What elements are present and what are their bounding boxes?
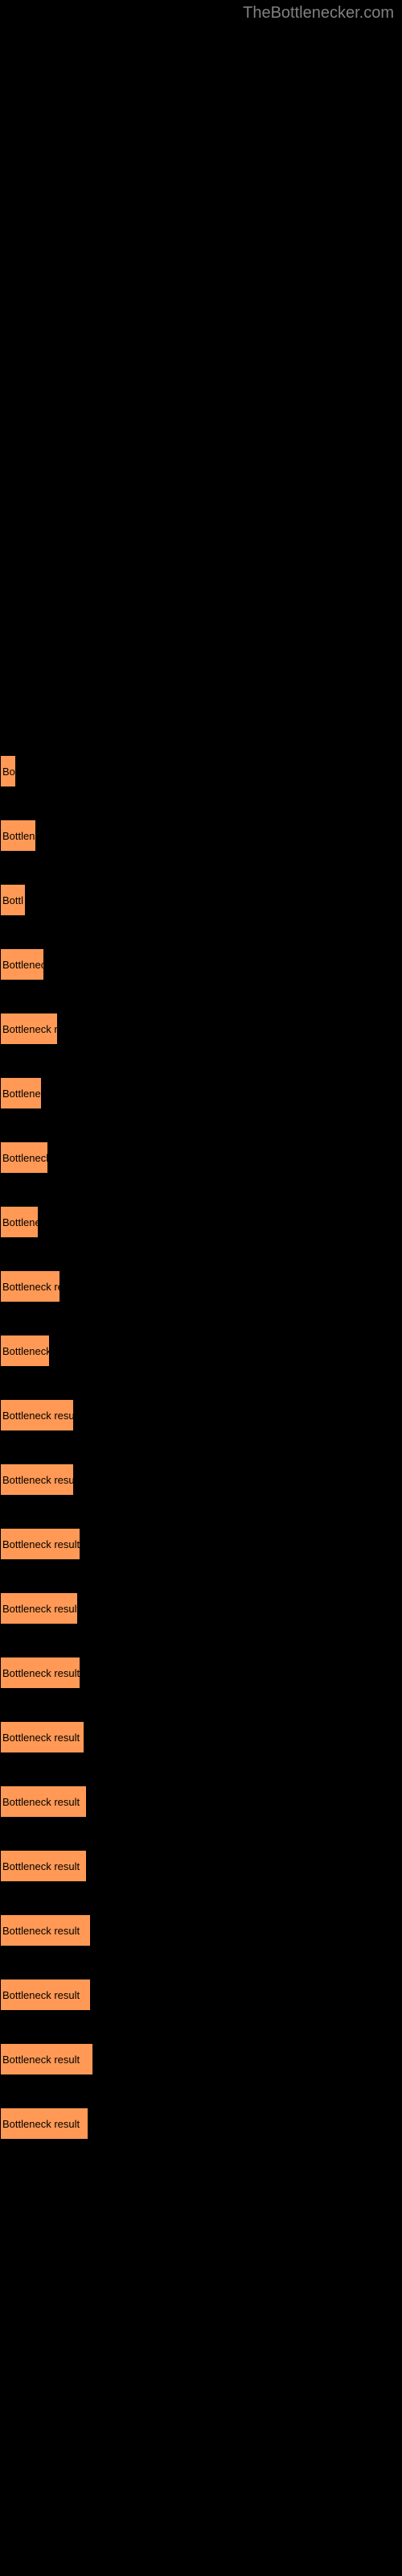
bar-label: Bottleneck result — [2, 1989, 80, 2001]
bar-row: Bottleneck result — [0, 1576, 402, 1641]
bar-row: Bottleneck result — [0, 1383, 402, 1447]
bar-row: Bottlenec — [0, 1061, 402, 1125]
bar-label: Bottleneck result — [2, 1925, 80, 1937]
chart-bar: Bottleneck result — [0, 1399, 74, 1431]
chart-bar: Bottleneck result — [0, 1785, 87, 1818]
bar-label: Bottlene — [2, 1216, 38, 1228]
chart-bar: Bottleneck result — [0, 1979, 91, 2011]
chart-bar: Bottleneck — [0, 948, 44, 980]
chart-bar: Bottlenec — [0, 1077, 42, 1109]
bar-row: Bottleneck — [0, 1125, 402, 1190]
chart-bar: Bottleneck result — [0, 1850, 87, 1882]
chart-bar: Bottl — [0, 884, 26, 916]
bar-row: Bottleneck result — [0, 1898, 402, 1963]
chart-bar: Bottleneck result — [0, 2043, 93, 2075]
bar-row: Bottleneck result — [0, 1963, 402, 2027]
bar-label: Bottleneck result — [2, 1732, 80, 1744]
bar-row: Bo — [0, 739, 402, 803]
bar-row: Bottleneck result — [0, 1834, 402, 1898]
bar-row: Bottlene — [0, 803, 402, 868]
chart-bar: Bottlene — [0, 819, 36, 852]
bar-label: Bottleneck re — [2, 1023, 57, 1035]
bar-row: Bottleneck result — [0, 1641, 402, 1705]
bar-label: Bottleneck result — [2, 1860, 80, 1872]
chart-bar: Bottleneck result — [0, 2107, 88, 2140]
bar-row: Bottleneck result — [0, 1769, 402, 1834]
chart-bar: Bottleneck result — [0, 1721, 84, 1753]
bar-row: Bottleneck result — [0, 2091, 402, 2156]
bar-label: Bottleneck — [2, 1152, 47, 1164]
bar-row: Bottleneck — [0, 1319, 402, 1383]
bar-label: Bo — [2, 766, 15, 778]
bar-label: Bottleneck result — [2, 1603, 77, 1615]
bar-label: Bottleneck re — [2, 1281, 59, 1293]
bar-label: Bottleneck result — [2, 2054, 80, 2066]
bar-label: Bottleneck — [2, 1345, 49, 1357]
bar-label: Bottlene — [2, 830, 35, 842]
bar-label: Bottleneck result — [2, 2118, 80, 2130]
bar-row: Bottleneck result — [0, 2027, 402, 2091]
chart-bar: Bottleneck result — [0, 1914, 91, 1946]
bar-label: Bottl — [2, 894, 23, 906]
chart-bar: Bottleneck result — [0, 1528, 80, 1560]
bar-label: Bottleneck result — [2, 1667, 80, 1679]
bar-chart: Bo Bottlene Bottl Bottleneck Bottleneck re Bo… — [0, 739, 402, 2156]
bar-row: Bottlene — [0, 1190, 402, 1254]
chart-bar: Bo — [0, 755, 16, 787]
bar-row: Bottleneck re — [0, 997, 402, 1061]
bar-label: Bottleneck result — [2, 1474, 73, 1486]
chart-bar: Bottleneck result — [0, 1592, 78, 1624]
chart-bar: Bottleneck — [0, 1141, 48, 1174]
chart-bar: Bottleneck result — [0, 1657, 80, 1689]
chart-bar: Bottleneck re — [0, 1270, 60, 1302]
chart-bar: Bottlene — [0, 1206, 39, 1238]
chart-bar: Bottleneck re — [0, 1013, 58, 1045]
bar-label: Bottleneck result — [2, 1796, 80, 1808]
bar-row: Bottleneck re — [0, 1254, 402, 1319]
watermark-text: TheBottlenecker.com — [243, 4, 394, 23]
bar-row: Bottleneck result — [0, 1447, 402, 1512]
bar-label: Bottlenec — [2, 1088, 41, 1100]
bar-label: Bottleneck result — [2, 1410, 73, 1422]
bar-label: Bottleneck result — [2, 1538, 80, 1550]
bar-row: Bottl — [0, 868, 402, 932]
bar-label: Bottleneck — [2, 959, 43, 971]
chart-bar: Bottleneck — [0, 1335, 50, 1367]
bar-row: Bottleneck — [0, 932, 402, 997]
chart-bar: Bottleneck result — [0, 1463, 74, 1496]
bar-row: Bottleneck result — [0, 1705, 402, 1769]
bar-row: Bottleneck result — [0, 1512, 402, 1576]
